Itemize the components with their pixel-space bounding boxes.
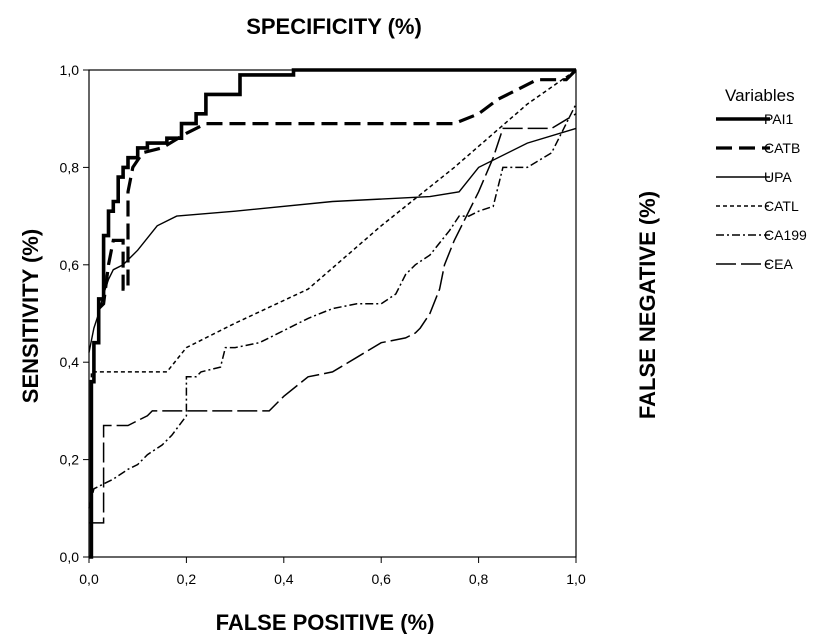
axis-ticks: 0,0 0,2 0,4 0,6 0,8 1,0 0,0 0,2 0,4 0,6 0,8 1,0 (60, 62, 586, 587)
series-line-catl (89, 69, 577, 558)
chart-title: SPECIFICITY (%) (246, 14, 422, 39)
series-line-pai1 (89, 68, 576, 559)
x-axis-label: FALSE POSITIVE (%) (216, 610, 435, 634)
series-line-upa (88, 127, 577, 353)
y-tick-label: 0,2 (60, 452, 80, 468)
y-tick-label: 1,0 (60, 62, 80, 78)
y-tick-label: 0,6 (60, 257, 80, 273)
series-lines (88, 68, 578, 559)
y2-axis-label: FALSE NEGATIVE (%) (635, 191, 660, 419)
legend-label-cea: CEA (764, 256, 793, 272)
y-tick-label: 0,8 (60, 159, 80, 175)
x-tick-label: 0,4 (274, 571, 294, 587)
x-tick-label: 0,6 (371, 571, 391, 587)
y-tick-label: 0,4 (60, 354, 80, 370)
x-tick-label: 0,0 (79, 571, 99, 587)
y-axis-label: SENSITIVITY (%) (18, 229, 43, 403)
series-line-cea (89, 113, 577, 524)
legend-label-ca199: CA199 (764, 227, 807, 243)
legend-label-catb: CATB (764, 140, 800, 156)
legend: Variables PAI1 CATB UPA CATL CA199 CEA (716, 86, 807, 272)
series-line-ca199 (88, 103, 577, 509)
legend-label-catl: CATL (764, 198, 799, 214)
x-tick-label: 0,2 (177, 571, 197, 587)
legend-title: Variables (725, 86, 795, 105)
y-tick-label: 0,0 (60, 549, 80, 565)
legend-label-pai1: PAI1 (764, 111, 794, 127)
x-tick-label: 0,8 (469, 571, 489, 587)
legend-label-upa: UPA (764, 169, 792, 185)
x-tick-label: 1,0 (566, 571, 586, 587)
series-line-catb (97, 68, 578, 310)
